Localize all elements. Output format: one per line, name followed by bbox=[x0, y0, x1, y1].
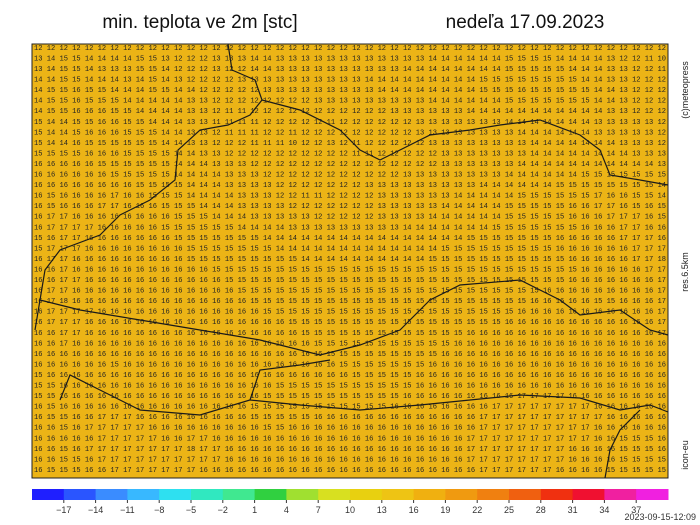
border-line bbox=[604, 409, 641, 479]
grid-row: 14 15 15 16 15 15 15 14 14 14 14 14 13 1… bbox=[34, 98, 666, 106]
grid-row: 16 15 16 16 16 16 17 16 16 15 15 15 14 1… bbox=[34, 193, 666, 201]
colorbar-tick-label: 7 bbox=[316, 505, 321, 515]
colorbar-segment bbox=[318, 489, 351, 500]
colorbar-segment bbox=[159, 489, 192, 500]
grid-row: 13 14 15 15 14 14 14 14 15 15 13 12 12 1… bbox=[34, 55, 666, 63]
grid-row: 13 14 15 15 14 13 13 13 15 15 14 12 12 1… bbox=[34, 66, 666, 74]
grid-row: 16 16 15 15 16 17 17 17 17 17 17 17 17 1… bbox=[34, 456, 666, 464]
colorbar-segment bbox=[381, 489, 415, 500]
grid-row: 16 16 16 16 16 15 15 15 15 15 15 14 14 1… bbox=[34, 161, 666, 169]
grid-row: 16 16 17 17 16 16 16 16 16 16 16 16 16 1… bbox=[34, 330, 666, 338]
grid-row: 12 12 12 12 12 12 12 12 12 12 12 12 12 1… bbox=[34, 45, 666, 53]
grid-row: 16 15 15 15 16 16 17 17 17 17 17 17 17 1… bbox=[34, 467, 666, 475]
grid-row: 15 14 14 15 15 16 16 15 15 14 14 14 13 1… bbox=[34, 119, 666, 127]
colorbar-segment bbox=[477, 489, 510, 500]
grid-row: 14 15 15 16 15 15 14 14 14 15 15 14 14 1… bbox=[34, 87, 666, 95]
colorbar-tick-label: −17 bbox=[56, 505, 71, 515]
colorbar-tick-label: −14 bbox=[88, 505, 103, 515]
copyright: (c)meteopress bbox=[680, 61, 690, 119]
grid-row: 16 16 16 16 16 16 15 16 16 16 16 16 16 1… bbox=[34, 361, 666, 369]
grid-row: 15 16 17 17 16 16 16 16 16 16 16 15 15 1… bbox=[34, 235, 666, 243]
colorbar-segment bbox=[95, 489, 128, 500]
grid-row: 15 15 15 15 16 16 16 15 15 15 15 14 14 1… bbox=[34, 150, 666, 158]
border-line bbox=[34, 43, 263, 331]
grid-row: 16 16 15 16 17 17 17 17 17 17 17 17 18 1… bbox=[34, 446, 666, 454]
grid-row: 16 17 17 17 16 16 16 16 16 16 16 16 16 1… bbox=[34, 319, 666, 327]
colorbar-segment bbox=[509, 489, 542, 500]
colorbar-segment bbox=[636, 489, 669, 500]
colorbar-tick-label: −2 bbox=[218, 505, 228, 515]
grid-row: 16 16 17 16 16 16 16 16 16 16 16 16 16 1… bbox=[34, 266, 666, 274]
grid-row: 16 17 17 17 17 16 16 16 16 16 16 16 16 1… bbox=[34, 309, 666, 317]
grid-row: 16 16 16 16 16 16 16 16 15 15 15 15 14 1… bbox=[34, 182, 666, 190]
colorbar: −17 −14 −11 −8 −5 −2 1 4 7 10 13 16 19 22 25 28 31 34 37 bbox=[32, 489, 669, 515]
grid-row: 14 15 15 16 16 16 15 15 14 14 14 14 13 1… bbox=[34, 108, 666, 116]
grid-row: 16 16 16 16 16 17 17 17 17 17 16 16 17 1… bbox=[34, 435, 666, 443]
border-line bbox=[59, 359, 331, 416]
colorbar-segment bbox=[191, 489, 224, 500]
grid-row: 16 17 17 16 16 16 16 16 16 16 16 15 15 1… bbox=[34, 214, 666, 222]
resolution: res.6.5km bbox=[680, 252, 690, 292]
border-line bbox=[39, 279, 669, 356]
colorbar-segment bbox=[127, 489, 160, 500]
grid-row: 16 16 17 17 16 16 16 16 16 16 16 16 16 1… bbox=[34, 277, 666, 285]
title: min. teplota ve 2m [stc] bbox=[102, 12, 297, 33]
grid-row: 16 17 17 16 16 16 16 16 16 16 16 16 15 1… bbox=[34, 256, 666, 264]
grid-row: 15 15 16 16 16 16 16 16 16 16 16 16 16 1… bbox=[34, 383, 666, 391]
colorbar-segment bbox=[286, 489, 319, 500]
border-line bbox=[261, 99, 669, 186]
colorbar-tick-label: 13 bbox=[377, 505, 387, 515]
border-line bbox=[249, 394, 669, 413]
date: nedeľa 17.09.2023 bbox=[446, 12, 605, 33]
colorbar-tick-label: 31 bbox=[568, 505, 578, 515]
map-area bbox=[31, 43, 669, 479]
colorbar-tick-label: 19 bbox=[440, 505, 450, 515]
colorbar-tick-label: −8 bbox=[154, 505, 164, 515]
grid-row: 16 16 15 16 17 17 17 17 17 16 16 16 16 1… bbox=[34, 425, 666, 433]
colorbar-tick-label: 10 bbox=[345, 505, 355, 515]
colorbar-tick-label: 28 bbox=[536, 505, 546, 515]
colorbar-segment bbox=[32, 489, 65, 500]
colorbar-tick-label: 37 bbox=[631, 505, 641, 515]
grid-row: 16 17 18 16 16 16 16 16 16 16 16 16 16 1… bbox=[34, 298, 666, 306]
grid-row: 16 16 17 16 16 16 16 16 16 16 16 16 16 1… bbox=[34, 340, 666, 348]
colorbar-segment bbox=[350, 489, 383, 500]
grid-row: 16 15 16 16 16 16 16 16 16 16 16 16 16 1… bbox=[34, 404, 666, 412]
colorbar-segment bbox=[413, 489, 446, 500]
value-grid: 12 12 12 12 12 12 12 12 12 12 12 12 12 1… bbox=[34, 45, 666, 475]
colorbar-tick-label: 4 bbox=[284, 505, 289, 515]
colorbar-tick-label: −5 bbox=[186, 505, 196, 515]
colorbar-tick-label: 25 bbox=[504, 505, 514, 515]
grid-row: 16 17 17 16 16 16 16 16 16 16 16 16 16 1… bbox=[34, 288, 666, 296]
timestamp: 2023-09-15-12:09 bbox=[624, 512, 696, 522]
grid-row: 15 15 16 16 16 16 16 16 16 16 16 16 16 1… bbox=[34, 393, 666, 401]
colorbar-segment bbox=[604, 489, 637, 500]
colorbar-segment bbox=[540, 489, 574, 500]
grid-row: 16 17 17 17 17 16 16 16 16 16 15 15 15 1… bbox=[34, 224, 666, 232]
grid-row: 16 15 16 16 16 17 17 16 16 16 15 15 15 1… bbox=[34, 203, 666, 211]
colorbar-tick-label: 34 bbox=[599, 505, 609, 515]
borders bbox=[34, 43, 669, 479]
grid-row: 14 14 15 15 14 14 14 13 14 15 14 13 12 1… bbox=[34, 77, 666, 85]
colorbar-tick-label: 16 bbox=[409, 505, 419, 515]
grid-row: 16 16 16 16 16 16 16 16 16 16 16 16 16 1… bbox=[34, 351, 666, 359]
colorbar-tick-label: 22 bbox=[472, 505, 482, 515]
colorbar-segment bbox=[445, 489, 478, 500]
grid-row: 15 17 17 17 16 16 16 16 16 16 16 16 15 1… bbox=[34, 245, 666, 253]
colorbar-tick-label: −11 bbox=[120, 505, 135, 515]
colorbar-segment bbox=[572, 489, 605, 500]
grid-row: 15 14 14 15 16 16 16 15 15 15 14 14 13 1… bbox=[34, 129, 666, 137]
grid-row: 16 16 16 16 16 16 15 15 15 15 15 14 14 1… bbox=[34, 172, 666, 180]
grid-row: 15 14 14 16 15 15 15 15 15 15 14 14 13 1… bbox=[34, 140, 666, 148]
colorbar-segment bbox=[63, 489, 97, 500]
grid-row: 15 16 16 16 16 16 16 16 16 16 16 16 16 1… bbox=[34, 372, 666, 380]
grid-row: 16 15 15 16 16 17 17 17 16 16 16 16 16 1… bbox=[34, 414, 666, 422]
model: icon-eu bbox=[680, 440, 690, 470]
colorbar-tick-label: 1 bbox=[252, 505, 257, 515]
colorbar-segment bbox=[254, 489, 287, 500]
colorbar-segment bbox=[222, 489, 256, 500]
